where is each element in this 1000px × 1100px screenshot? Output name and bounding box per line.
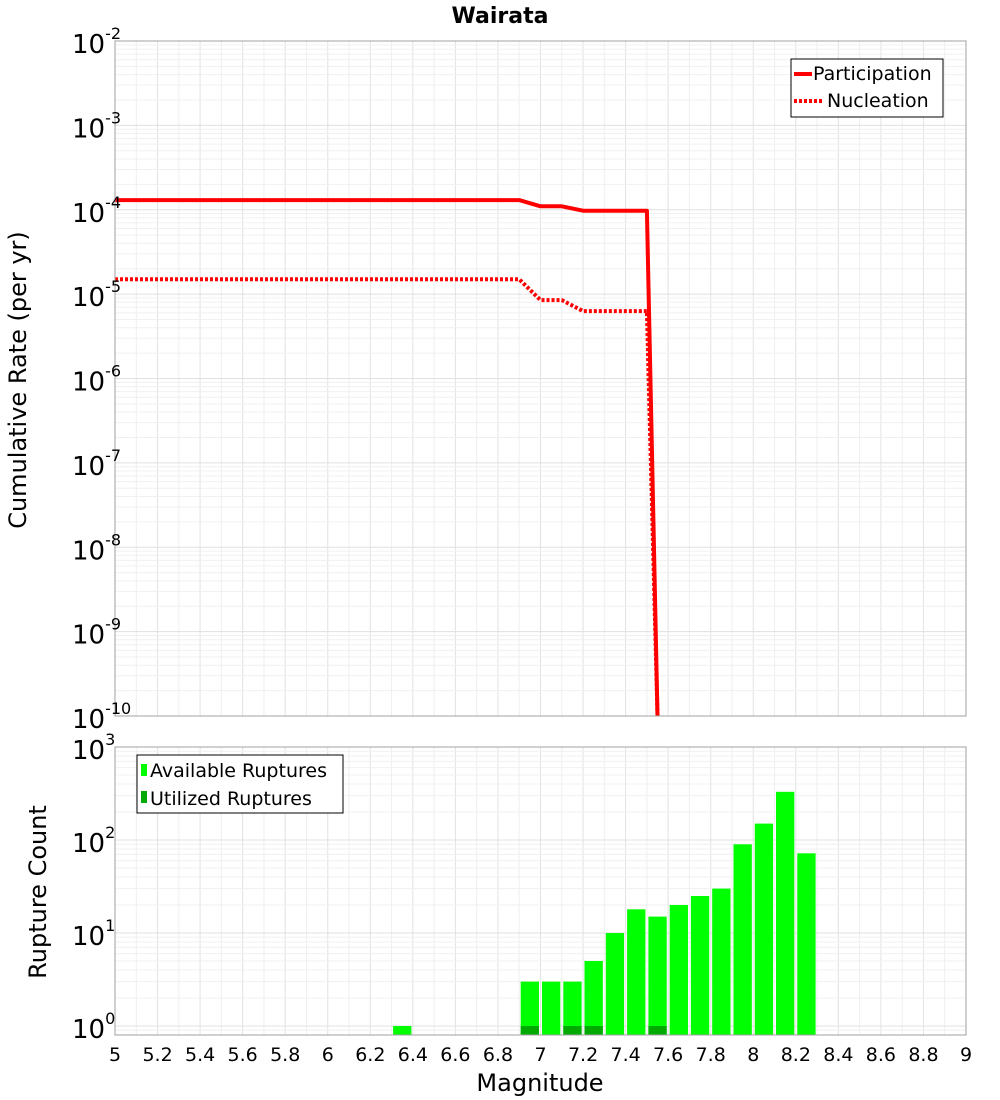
top-y-axis-label: Cumulative Rate (per yr) (4, 231, 32, 529)
available-ruptures-bar (776, 791, 795, 1035)
available-ruptures-bar (542, 981, 561, 1035)
available-ruptures-bar (754, 823, 774, 1035)
available-ruptures-bar (520, 981, 539, 1035)
x-tick-label: 7.8 (696, 1044, 726, 1066)
top-y-tick-label: 10-7 (72, 446, 121, 482)
x-tick-label: 6 (322, 1044, 334, 1066)
available-ruptures-bar (669, 905, 688, 1035)
available-ruptures-bar (797, 853, 816, 1035)
x-tick-label: 8.4 (823, 1044, 853, 1066)
top-y-tick-label: 10-2 (72, 24, 121, 60)
top-y-tick-label: 10-8 (72, 530, 121, 566)
chart-title: Wairata (452, 4, 549, 29)
series-line-participation (115, 198, 660, 717)
x-tick-labels: 5 5.2 5.4 5.6 5.8 6 6.2 6.4 6.6 6.8 7 7.2 7.4 7.6 7.8 8… (109, 1044, 972, 1066)
top-y-tick-label: 10-3 (72, 108, 121, 144)
top-y-tick-label: 10-4 (72, 193, 121, 229)
top-y-tick-label: 10-10 (72, 699, 131, 735)
top-plot-frame (114, 40, 967, 717)
x-tick-label: 6.8 (483, 1044, 513, 1066)
top-y-tick-label: 10-9 (72, 615, 121, 651)
x-tick-label: 7.6 (653, 1044, 683, 1066)
bottom-legend: Available Ruptures Utilized Ruptures (136, 754, 344, 814)
top-y-tick-label: 10-6 (72, 362, 121, 398)
utilized-ruptures-bar (648, 1026, 667, 1035)
utilized-ruptures-bar (520, 1026, 539, 1035)
bottom-bars (393, 791, 816, 1035)
top-grid (114, 41, 967, 717)
bottom-y-axis-label: Rupture Count (24, 805, 52, 979)
available-ruptures-bar (393, 1026, 412, 1035)
x-tick-label: 7.4 (610, 1044, 640, 1066)
x-tick-label: 8.6 (866, 1044, 896, 1066)
available-ruptures-bar (627, 909, 646, 1035)
available-ruptures-bar (648, 916, 667, 1035)
x-tick-label: 6.2 (355, 1044, 385, 1066)
top-plot-area (115, 198, 660, 717)
x-axis-label: Magnitude (476, 1069, 603, 1097)
legend-label-participation: Participation (813, 63, 932, 85)
bottom-y-tick-label: 102 (72, 823, 115, 859)
x-tick-label: 7.2 (568, 1044, 598, 1066)
legend-label-available: Available Ruptures (150, 760, 327, 782)
top-legend-box (790, 58, 944, 118)
x-tick-label: 5.6 (228, 1044, 258, 1066)
utilized-ruptures-bar (584, 1026, 603, 1035)
top-y-tick-labels: 10-2 10-3 10-4 10-5 10-6 10-7 10-8 10-9 10-10 (72, 24, 131, 735)
bottom-legend-box (136, 754, 344, 814)
x-tick-label: 5.8 (270, 1044, 300, 1066)
legend-label-utilized: Utilized Ruptures (150, 788, 312, 810)
bottom-y-tick-label: 101 (72, 916, 115, 952)
x-tick-label: 5.2 (142, 1044, 172, 1066)
x-tick-label: 5 (109, 1044, 121, 1066)
available-ruptures-bar (733, 844, 752, 1035)
x-tick-label: 7 (534, 1044, 546, 1066)
top-y-tick-label: 10-5 (72, 277, 121, 313)
series-line-nucleation (115, 277, 660, 717)
bottom-y-tick-labels: 103 102 101 100 (72, 730, 115, 1045)
bottom-plot-frame (114, 746, 967, 1036)
x-tick-label: 9 (960, 1044, 972, 1066)
legend-label-nucleation: Nucleation (827, 90, 929, 112)
x-tick-label: 8 (747, 1044, 759, 1066)
legend-swatch-utilized (141, 791, 147, 803)
bottom-y-tick-label: 100 (72, 1009, 115, 1045)
available-ruptures-bar (584, 961, 603, 1035)
available-ruptures-bar (712, 888, 731, 1035)
available-ruptures-bar (563, 981, 582, 1035)
utilized-ruptures-bar (563, 1026, 582, 1035)
bottom-grid (114, 747, 967, 1036)
x-tick-label: 6.6 (440, 1044, 470, 1066)
x-tick-label: 8.2 (781, 1044, 811, 1066)
x-tick-label: 5.4 (185, 1044, 215, 1066)
available-ruptures-bar (690, 896, 710, 1035)
available-ruptures-bar (605, 933, 625, 1035)
x-tick-label: 8.8 (908, 1044, 938, 1066)
x-tick-label: 6.4 (398, 1044, 428, 1066)
legend-swatch-available (141, 764, 147, 776)
top-legend: Participation Nucleation (790, 58, 944, 118)
bottom-y-tick-label: 103 (72, 730, 115, 766)
